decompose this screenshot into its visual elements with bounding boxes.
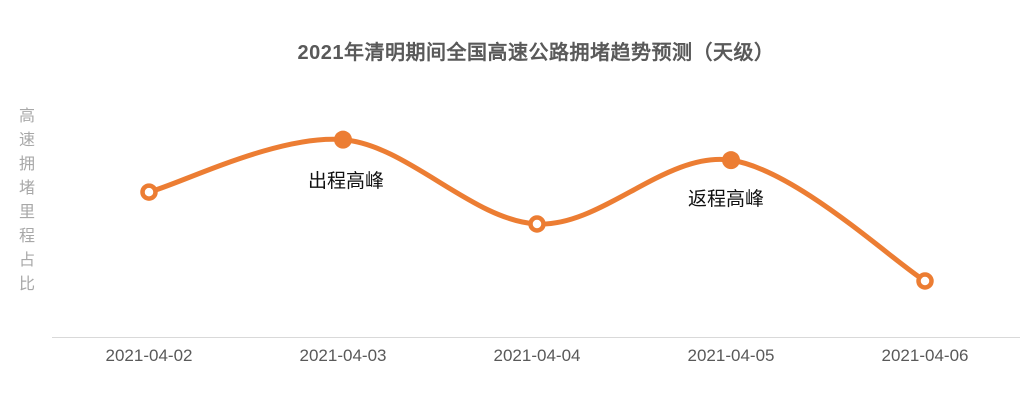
data-point-2021-04-05 bbox=[722, 151, 740, 170]
data-point-2021-04-03 bbox=[334, 130, 352, 149]
x-tick-label: 2021-04-04 bbox=[493, 346, 581, 365]
x-tick-label: 2021-04-02 bbox=[105, 346, 193, 365]
data-point-2021-04-06 bbox=[916, 272, 934, 290]
x-tick-label: 2021-04-05 bbox=[687, 346, 775, 365]
y-axis-label: 高速拥堵里程占比 bbox=[16, 107, 33, 299]
x-axis-line bbox=[52, 337, 1020, 338]
data-point-2021-04-02 bbox=[140, 183, 158, 201]
chart-title: 2021年清明期间全国高速公路拥堵趋势预测（天级） bbox=[297, 42, 775, 64]
x-tick-label: 2021-04-06 bbox=[881, 346, 969, 365]
annotation-departure-peak: 出程高峰 bbox=[308, 171, 385, 192]
data-points-group bbox=[140, 130, 934, 290]
trend-line bbox=[146, 136, 928, 284]
data-point-2021-04-04 bbox=[528, 215, 546, 233]
x-tick-label: 2021-04-03 bbox=[299, 346, 387, 365]
annotation-return-peak: 返程高峰 bbox=[688, 189, 765, 210]
